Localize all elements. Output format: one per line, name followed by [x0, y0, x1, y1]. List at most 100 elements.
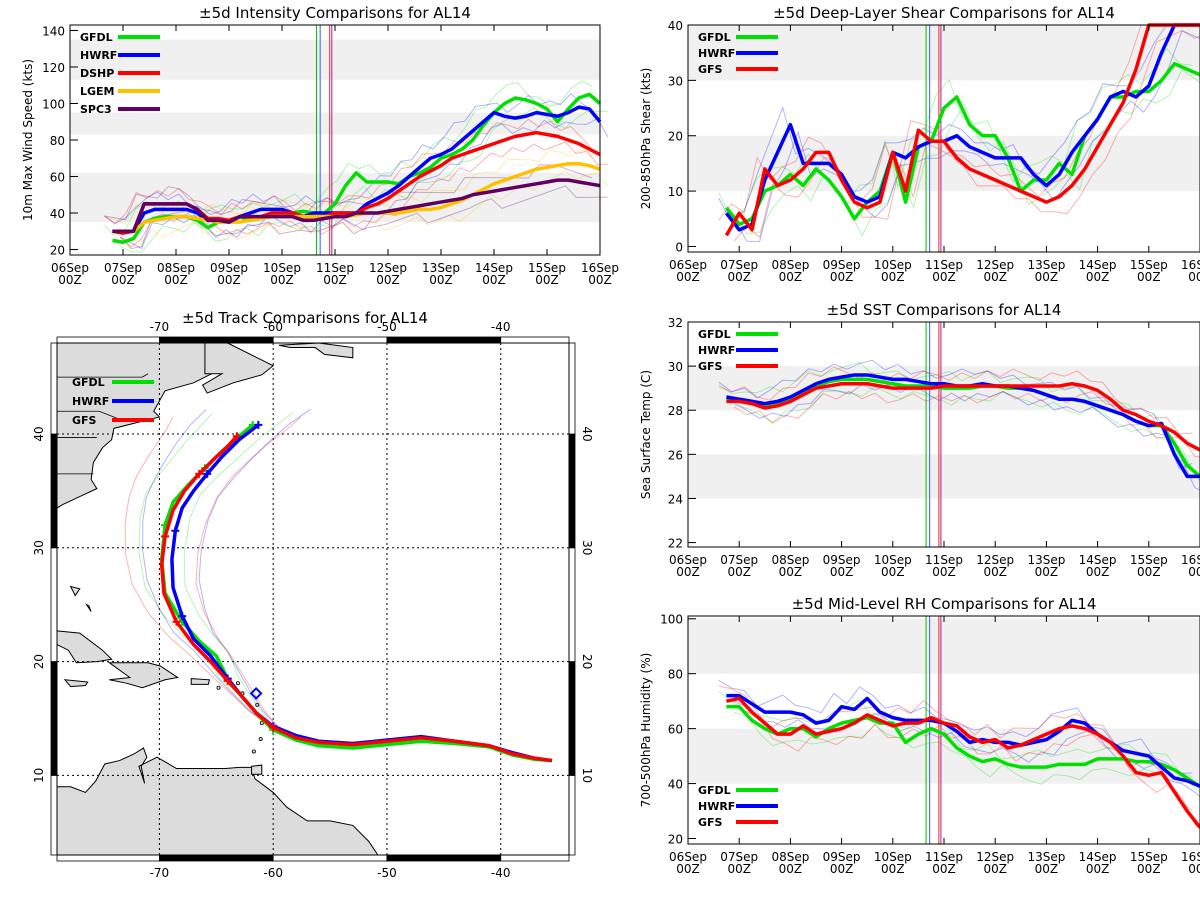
border-bar — [50, 661, 58, 776]
lon-label-top: -60 — [263, 320, 283, 334]
series-line-gfs — [724, 23, 1200, 237]
x-tick-label-date: 14Sep — [1079, 850, 1117, 864]
x-tick-label-hour: 00Z — [111, 273, 135, 287]
land-mass — [56, 630, 113, 664]
x-tick-label-date: 10Sep — [263, 261, 301, 275]
x-tick-label-date: 16Sep — [1181, 258, 1200, 272]
land-mass — [107, 662, 179, 689]
x-tick-label-hour: 00Z — [58, 273, 82, 287]
legend-label: GFDL — [80, 31, 113, 44]
y-tick-label: 80 — [50, 134, 65, 148]
x-tick-label-date: 14Sep — [1079, 553, 1117, 567]
x-tick-label-date: 15Sep — [1130, 553, 1168, 567]
y-tick-label: 140 — [42, 24, 65, 38]
y-tick-label: 22 — [668, 537, 683, 551]
land-mass — [251, 764, 263, 775]
x-tick-label-hour: 00Z — [376, 273, 400, 287]
series-line-gfs — [726, 696, 1200, 829]
y-tick-label: 40 — [668, 19, 683, 33]
chart-title: ±5d Mid-Level RH Comparisons for AL14 — [792, 595, 1097, 613]
track-panel: -70 -70 -60 -60 -50 -50 -40 -40 10 10 20 20 30 30 40 40… — [32, 309, 594, 880]
ensemble-line — [733, 383, 1200, 491]
lon-label-bottom: -70 — [150, 866, 170, 880]
x-tick-label-hour: 00Z — [1086, 862, 1110, 876]
legend-label: HWRF — [80, 49, 117, 62]
land-mass — [63, 679, 89, 688]
x-tick-label-date: 06Sep — [51, 261, 89, 275]
track-time-marker — [269, 723, 278, 732]
x-tick-label-date: 12Sep — [369, 261, 407, 275]
current-position-marker — [249, 687, 263, 700]
x-tick-label-hour: 00Z — [1188, 565, 1200, 579]
x-tick-label-date: 11Sep — [316, 261, 354, 275]
x-tick-label-hour: 00Z — [932, 565, 956, 579]
border-bar — [386, 854, 502, 862]
y-tick-label: 60 — [50, 171, 65, 185]
ensemble-line — [104, 118, 593, 225]
y-tick-label: 30 — [668, 360, 683, 374]
x-tick-label-hour: 00Z — [482, 273, 506, 287]
shear-panel: 06Sep00Z07Sep00Z08Sep00Z09Sep00Z10Sep00Z… — [639, 4, 1200, 284]
border-bar — [568, 547, 576, 662]
border-bar — [272, 854, 388, 862]
x-tick-label-hour: 00Z — [676, 270, 700, 284]
y-tick-label: 26 — [668, 448, 683, 462]
x-tick-label-hour: 00Z — [1035, 565, 1059, 579]
ensemble-line — [733, 386, 1200, 482]
x-tick-label-hour: 00Z — [830, 270, 854, 284]
state-border — [57, 373, 149, 378]
y-axis-label: 10m Max Wind Speed (kts) — [21, 59, 35, 221]
x-tick-label-date: 14Sep — [475, 261, 513, 275]
series-line-spc3 — [112, 178, 601, 234]
y-tick-label: 100 — [42, 97, 65, 111]
x-tick-label-date: 11Sep — [925, 850, 963, 864]
legend-label: HWRF — [698, 47, 735, 60]
legend-label: HWRF — [698, 800, 735, 813]
x-tick-label-date: 16Sep — [581, 261, 619, 275]
x-tick-label-hour: 00Z — [1137, 565, 1161, 579]
x-tick-label-date: 13Sep — [422, 261, 460, 275]
x-tick-label-hour: 00Z — [932, 862, 956, 876]
map-frame — [56, 342, 570, 856]
track-time-marker — [203, 469, 212, 478]
track-time-marker — [232, 432, 241, 441]
y-tick-label: 40 — [50, 207, 65, 221]
legend-label: GFS — [72, 414, 97, 427]
x-tick-label-date: 15Sep — [1130, 258, 1168, 272]
island — [258, 736, 263, 741]
legend-label: HWRF — [698, 344, 735, 357]
lat-label-left: 40 — [32, 426, 46, 441]
lat-label-right: 40 — [580, 426, 594, 441]
lat-label-right: 30 — [580, 540, 594, 555]
x-tick-label-hour: 00Z — [727, 862, 751, 876]
y-tick-label: 20 — [668, 833, 683, 847]
x-tick-label-hour: 00Z — [1035, 270, 1059, 284]
x-tick-label-date: 09Sep — [823, 553, 861, 567]
chart-title: ±5d Deep-Layer Shear Comparisons for AL1… — [773, 4, 1115, 22]
y-tick-label: 20 — [50, 244, 65, 258]
ensemble-line — [120, 106, 608, 253]
y-tick-label: 32 — [668, 316, 683, 330]
lon-label-top: -50 — [377, 320, 397, 334]
x-tick-label-hour: 00Z — [323, 273, 347, 287]
shade-band — [688, 454, 1200, 499]
x-tick-label-date: 07Sep — [720, 553, 758, 567]
ensemble-line — [733, 706, 1200, 830]
legend-label: GFS — [698, 63, 723, 76]
x-tick-label-date: 09Sep — [823, 850, 861, 864]
lon-label-bottom: -50 — [377, 866, 397, 880]
ensemble-line — [718, 359, 1193, 470]
x-tick-label-hour: 00Z — [588, 273, 612, 287]
x-tick-label-hour: 00Z — [535, 273, 559, 287]
x-tick-label-date: 06Sep — [669, 258, 707, 272]
y-tick-label: 30 — [668, 74, 683, 88]
lon-label-bottom: -60 — [263, 866, 283, 880]
x-tick-label-date: 10Sep — [874, 850, 912, 864]
track-time-marker — [254, 420, 263, 429]
x-tick-label-hour: 00Z — [881, 565, 905, 579]
lat-label-right: 10 — [580, 768, 594, 783]
y-tick-label: 60 — [668, 723, 683, 737]
legend-label: GFDL — [698, 328, 731, 341]
series-line-gfs — [726, 382, 1200, 452]
border-bar — [568, 433, 576, 549]
